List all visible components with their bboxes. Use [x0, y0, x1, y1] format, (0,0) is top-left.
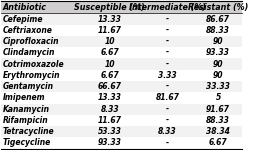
Text: 86.67: 86.67 — [206, 15, 230, 24]
Text: 53.33: 53.33 — [98, 127, 122, 136]
Text: -: - — [166, 26, 169, 35]
Text: -: - — [166, 116, 169, 125]
Text: 10: 10 — [104, 37, 115, 46]
FancyBboxPatch shape — [1, 14, 242, 25]
Text: Antibiotic: Antibiotic — [3, 3, 46, 12]
FancyBboxPatch shape — [1, 81, 242, 92]
Text: -: - — [166, 138, 169, 147]
Text: 88.33: 88.33 — [206, 116, 230, 125]
Text: Imipenem: Imipenem — [3, 93, 45, 102]
Text: Resistant (%): Resistant (%) — [188, 3, 248, 12]
Text: 88.33: 88.33 — [206, 26, 230, 35]
Text: -: - — [166, 48, 169, 57]
FancyBboxPatch shape — [1, 70, 242, 81]
Text: Rifampicin: Rifampicin — [3, 116, 48, 125]
Text: Intermediate (%): Intermediate (%) — [129, 3, 206, 12]
Text: 8.33: 8.33 — [158, 127, 177, 136]
Text: 6.67: 6.67 — [100, 71, 119, 80]
Text: 8.33: 8.33 — [100, 105, 119, 114]
FancyBboxPatch shape — [1, 25, 242, 36]
Text: Gentamycin: Gentamycin — [3, 82, 54, 91]
Text: Kanamycin: Kanamycin — [3, 105, 50, 114]
Text: 90: 90 — [213, 60, 223, 69]
Text: 11.67: 11.67 — [98, 26, 122, 35]
Text: 91.67: 91.67 — [206, 105, 230, 114]
FancyBboxPatch shape — [1, 137, 242, 148]
Text: -: - — [166, 15, 169, 24]
Text: 93.33: 93.33 — [98, 138, 122, 147]
Text: 38.34: 38.34 — [206, 127, 230, 136]
Text: Ceftriaxone: Ceftriaxone — [3, 26, 53, 35]
Text: 13.33: 13.33 — [98, 93, 122, 102]
Text: -: - — [166, 60, 169, 69]
Text: -: - — [166, 82, 169, 91]
Text: 11.67: 11.67 — [98, 116, 122, 125]
Text: -: - — [166, 37, 169, 46]
Text: Erythromycin: Erythromycin — [3, 71, 60, 80]
Text: Ciprofloxacin: Ciprofloxacin — [3, 37, 59, 46]
Text: Tigecycline: Tigecycline — [3, 138, 51, 147]
Text: Cotrimoxazole: Cotrimoxazole — [3, 60, 64, 69]
Text: Clindamycin: Clindamycin — [3, 48, 55, 57]
Text: 5: 5 — [215, 93, 221, 102]
FancyBboxPatch shape — [1, 126, 242, 137]
Text: 90: 90 — [213, 71, 223, 80]
FancyBboxPatch shape — [1, 92, 242, 104]
Text: 6.67: 6.67 — [100, 48, 119, 57]
Text: Cefepime: Cefepime — [3, 15, 43, 24]
Text: 66.67: 66.67 — [98, 82, 122, 91]
Text: Susceptible (%): Susceptible (%) — [74, 3, 145, 12]
Text: 10: 10 — [104, 60, 115, 69]
FancyBboxPatch shape — [1, 47, 242, 58]
Text: 33.33: 33.33 — [206, 82, 230, 91]
Text: 13.33: 13.33 — [98, 15, 122, 24]
Text: Tetracycline: Tetracycline — [3, 127, 54, 136]
Text: 93.33: 93.33 — [206, 48, 230, 57]
Text: 81.67: 81.67 — [156, 93, 180, 102]
Text: 6.67: 6.67 — [209, 138, 227, 147]
FancyBboxPatch shape — [1, 115, 242, 126]
FancyBboxPatch shape — [1, 36, 242, 47]
Text: 90: 90 — [213, 37, 223, 46]
FancyBboxPatch shape — [1, 58, 242, 70]
FancyBboxPatch shape — [1, 1, 242, 14]
Text: -: - — [166, 105, 169, 114]
Text: 3.33: 3.33 — [158, 71, 177, 80]
FancyBboxPatch shape — [1, 103, 242, 115]
